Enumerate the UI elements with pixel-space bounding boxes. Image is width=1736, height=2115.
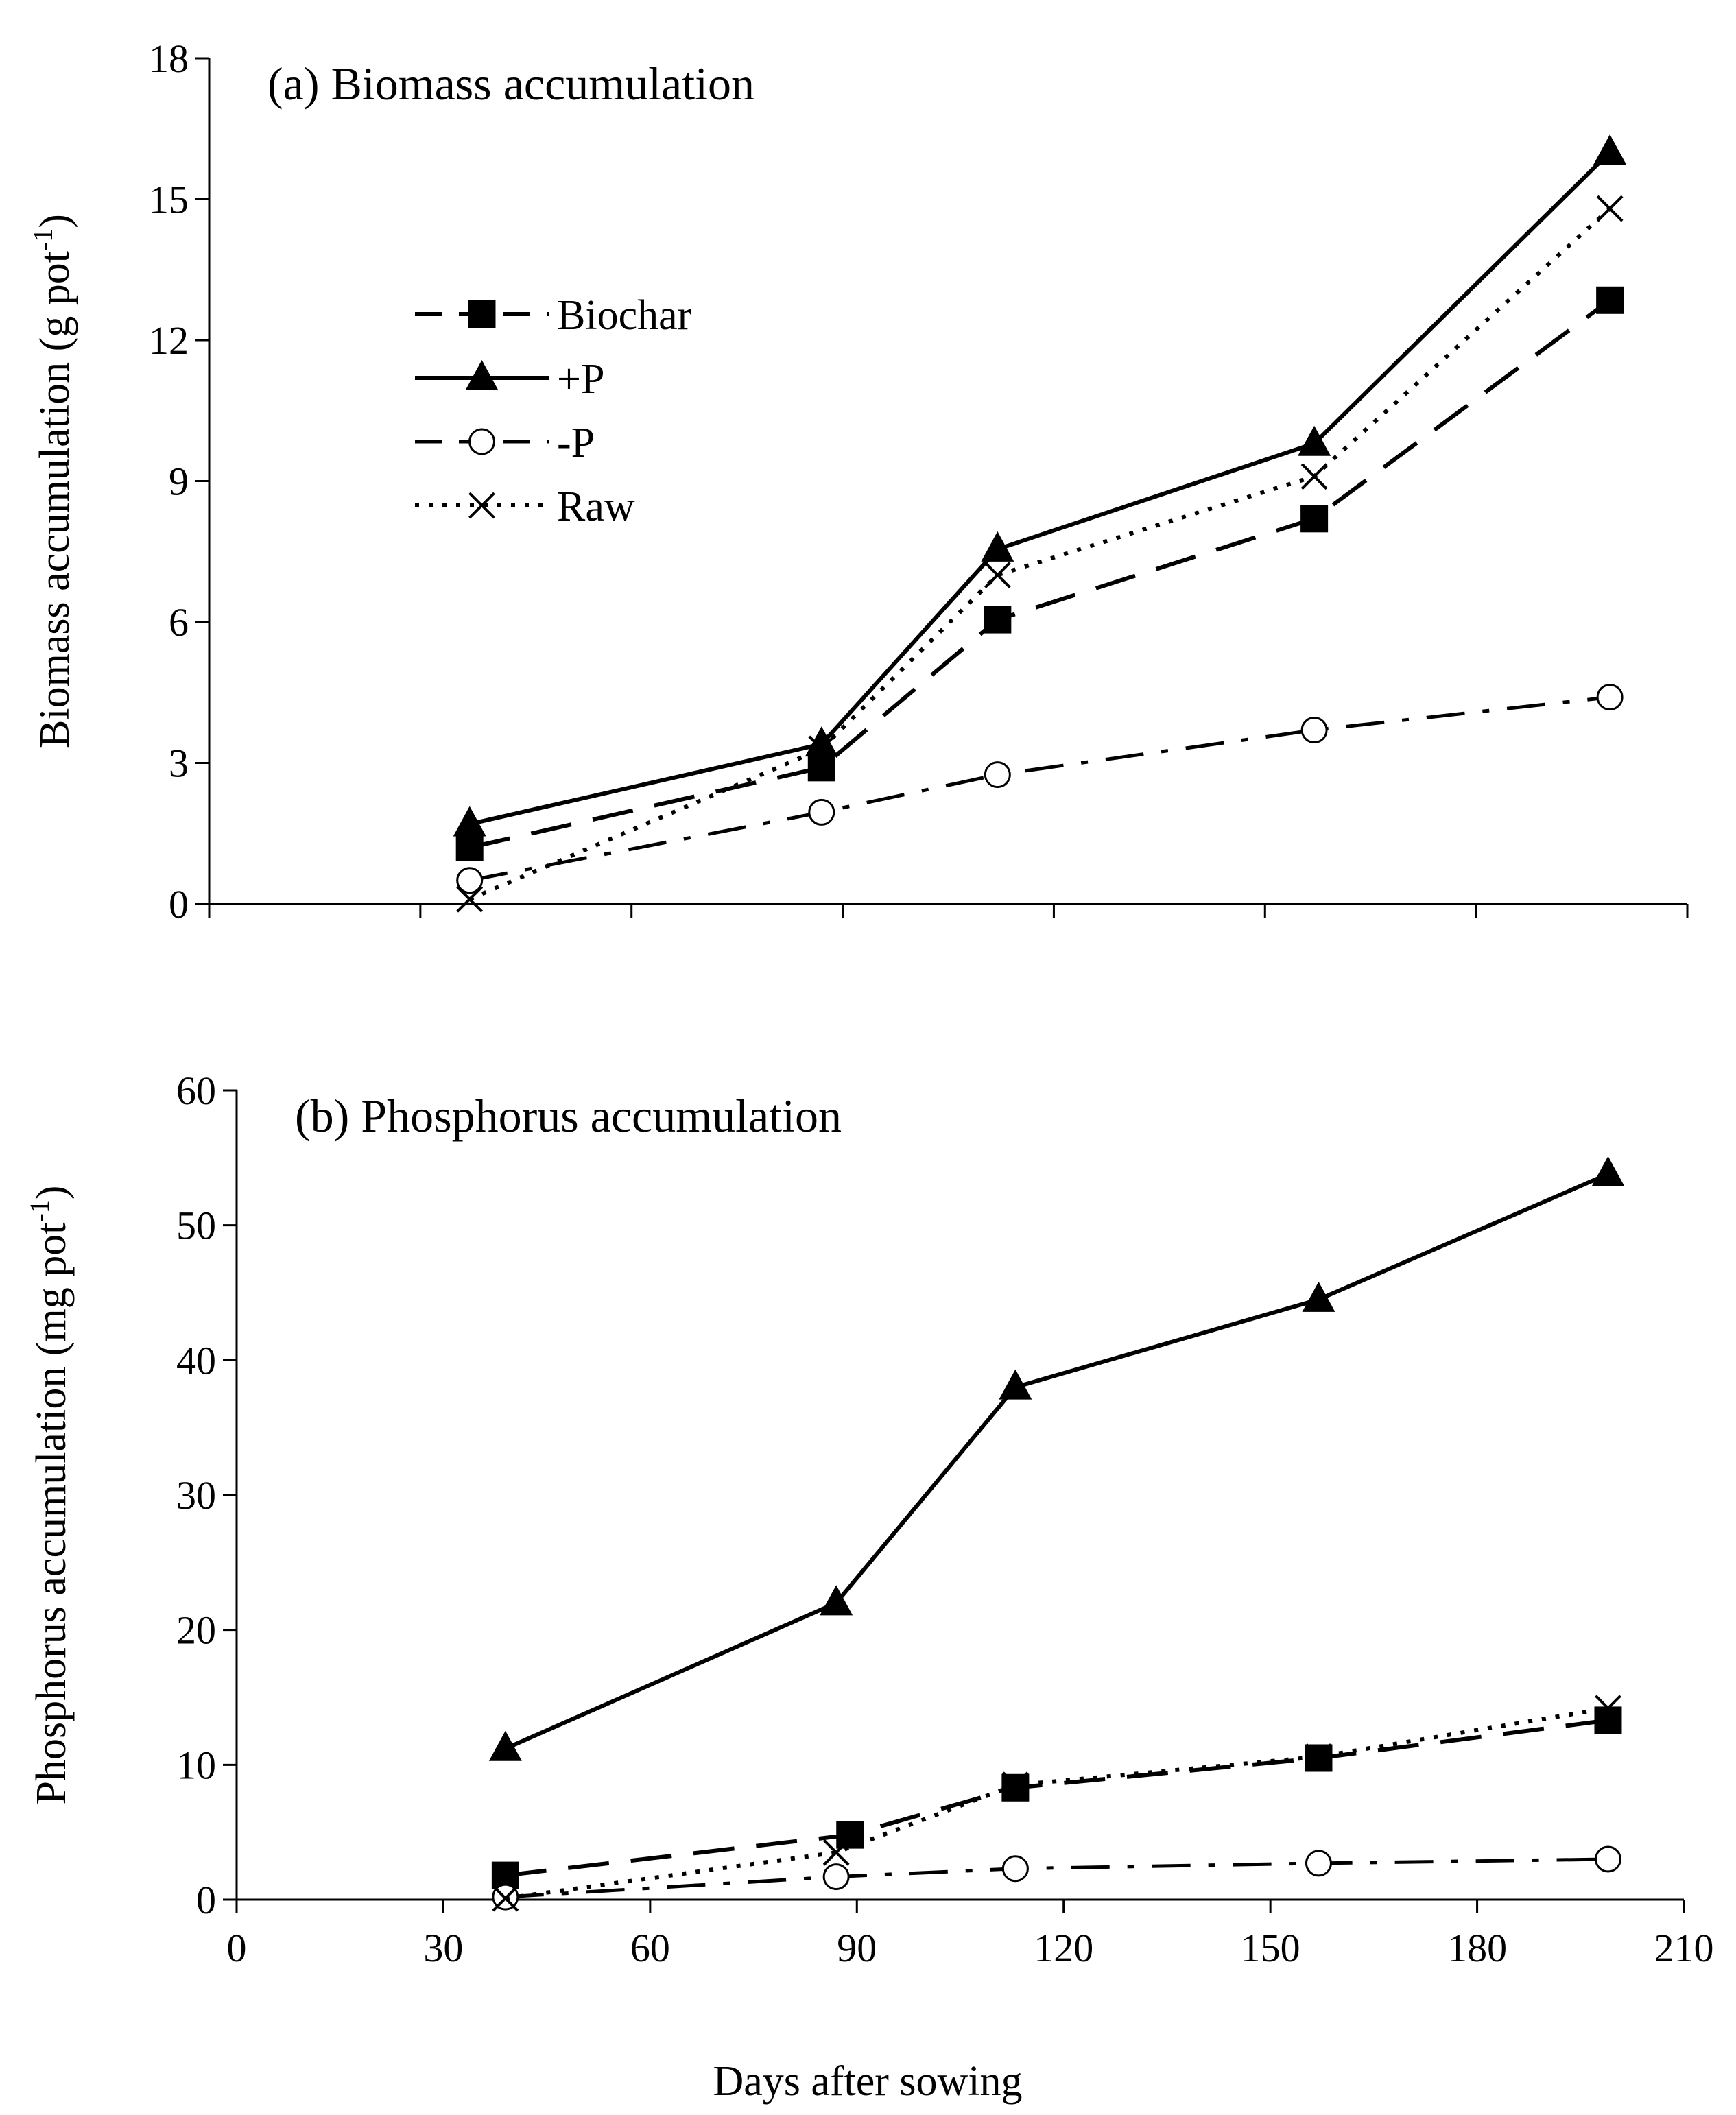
x-tick-label: 60 bbox=[630, 1926, 670, 1970]
y-axis-title: Phosphorus accumulation (mg pot-1) bbox=[24, 1186, 75, 1805]
y-tick-label: 18 bbox=[149, 36, 189, 81]
legend-marker bbox=[465, 360, 499, 390]
data-point-open-circle bbox=[984, 761, 1011, 789]
data-point-open-circle bbox=[822, 1863, 850, 1891]
data-point-square bbox=[1300, 505, 1329, 533]
data-point-x bbox=[984, 562, 1011, 588]
series-line-Biochar bbox=[505, 1718, 1608, 1878]
data-point-open-circle bbox=[1001, 1855, 1029, 1883]
data-point-triangle bbox=[805, 726, 838, 757]
y-tick-label: 20 bbox=[176, 1608, 216, 1653]
y-tick-label: 3 bbox=[169, 741, 189, 786]
data-point-open-circle bbox=[1594, 1845, 1621, 1873]
panel-biomass: 0 3 6 9 12 15 18 (a) Biomass accumulation Biomas… bbox=[27, 36, 1689, 927]
legend-marker bbox=[468, 492, 495, 519]
x-tick-label: 180 bbox=[1447, 1926, 1507, 1970]
series-line-plusP bbox=[504, 1172, 1609, 1751]
series-line-minusP bbox=[505, 1857, 1608, 1899]
series-line-plusP bbox=[469, 150, 1612, 826]
data-point-triangle bbox=[820, 1585, 853, 1616]
y-tick-label: 40 bbox=[176, 1338, 216, 1383]
series-line-Biochar bbox=[469, 298, 1611, 850]
y-tick-label: 50 bbox=[176, 1204, 216, 1248]
x-tick-label: 90 bbox=[837, 1926, 877, 1970]
legend-marker bbox=[468, 428, 495, 455]
data-point-triangle bbox=[981, 531, 1014, 562]
legend-label: +P bbox=[557, 356, 604, 403]
data-point-square bbox=[1596, 286, 1624, 314]
y-tick-label: 15 bbox=[149, 178, 189, 222]
y-tick-label: 9 bbox=[169, 459, 189, 504]
legend-label: -P bbox=[557, 420, 595, 466]
data-point-x bbox=[1596, 195, 1624, 222]
panel-phosphorus: 0 10 20 30 40 50 60 0 30 60 90 120 150 180 210 (b) Phos… bbox=[24, 1068, 1714, 2105]
data-point-x bbox=[456, 885, 484, 913]
data-point-triangle bbox=[488, 1730, 522, 1761]
data-point-triangle bbox=[1591, 1156, 1625, 1186]
data-point-x bbox=[1300, 463, 1328, 490]
data-point-square bbox=[455, 833, 484, 861]
data-point-x bbox=[1595, 1695, 1621, 1722]
y-tick-label: 0 bbox=[196, 1878, 216, 1922]
data-point-triangle bbox=[999, 1369, 1032, 1400]
data-point-open-circle bbox=[1596, 684, 1624, 711]
data-point-x bbox=[492, 1885, 519, 1912]
data-point-x bbox=[808, 735, 835, 763]
x-tick-label: 0 bbox=[227, 1926, 247, 1970]
panel-title: (b) Phosphorus accumulation bbox=[295, 1090, 842, 1142]
x-tick-label: 150 bbox=[1241, 1926, 1300, 1970]
data-point-open-circle bbox=[1305, 1850, 1332, 1877]
data-point-open-circle bbox=[456, 867, 484, 894]
x-tick-label: 30 bbox=[423, 1926, 463, 1970]
data-point-square bbox=[1001, 1773, 1030, 1802]
legend-marker bbox=[468, 300, 496, 328]
legend-label: Raw bbox=[557, 483, 635, 530]
y-tick-label: 30 bbox=[176, 1473, 216, 1518]
y-tick-label: 60 bbox=[176, 1068, 216, 1113]
x-axis-title: Days after sowing bbox=[713, 2058, 1022, 2105]
x-tick-label: 120 bbox=[1034, 1926, 1093, 1970]
data-point-x bbox=[1305, 1743, 1332, 1770]
x-tick-label: 210 bbox=[1654, 1926, 1714, 1970]
data-point-x bbox=[822, 1839, 850, 1866]
panel-title: (a) Biomass accumulation bbox=[267, 58, 754, 110]
y-tick-label: 10 bbox=[176, 1743, 216, 1787]
y-tick-label: 0 bbox=[169, 882, 189, 927]
data-point-triangle bbox=[453, 806, 486, 837]
series-line-minusP bbox=[469, 695, 1610, 883]
legend-label: Biochar bbox=[557, 292, 692, 339]
data-point-triangle bbox=[1593, 134, 1627, 165]
data-point-square bbox=[984, 606, 1012, 634]
y-tick-label: 6 bbox=[169, 600, 189, 645]
data-point-open-circle bbox=[1300, 717, 1328, 744]
y-axis-title: Biomass accumulation (g pot-1) bbox=[27, 214, 78, 748]
data-point-x bbox=[1001, 1771, 1029, 1799]
data-point-open-circle bbox=[808, 798, 835, 826]
data-point-triangle bbox=[1302, 1281, 1335, 1312]
series-line-Raw bbox=[505, 1706, 1608, 1901]
y-tick-label: 12 bbox=[149, 318, 189, 363]
data-point-triangle bbox=[1298, 425, 1331, 456]
